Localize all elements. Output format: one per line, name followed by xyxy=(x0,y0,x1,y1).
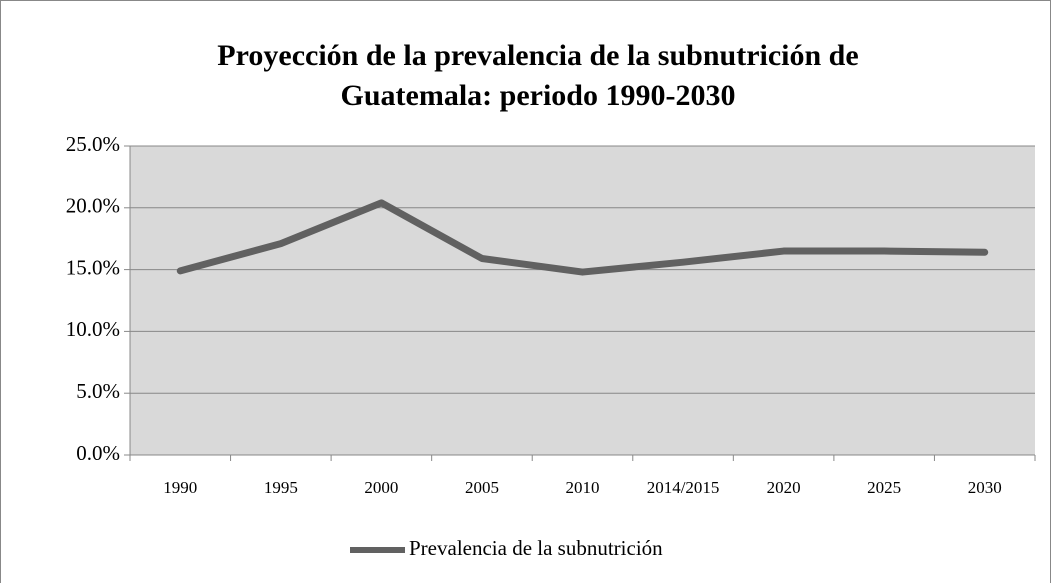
y-tick-label: 5.0% xyxy=(76,379,120,403)
y-tick-label: 10.0% xyxy=(66,317,120,341)
chart-title: Guatemala: periodo 1990-2030 xyxy=(341,79,736,112)
x-tick-label: 2010 xyxy=(566,478,600,497)
x-tick-label: 1995 xyxy=(264,478,298,497)
x-tick-label: 2005 xyxy=(465,478,499,497)
y-tick-label: 0.0% xyxy=(76,441,120,465)
x-tick-label: 2014/2015 xyxy=(647,478,720,497)
x-tick-label: 2030 xyxy=(968,478,1002,497)
y-tick-label: 25.0% xyxy=(66,132,120,156)
chart-title: Proyección de la prevalencia de la subnu… xyxy=(217,39,858,72)
y-tick-label: 20.0% xyxy=(66,194,120,218)
plot-area xyxy=(130,146,1035,455)
series-line xyxy=(176,199,989,276)
legend-label: Prevalencia de la subnutrición xyxy=(409,536,663,560)
x-tick-label: 2025 xyxy=(867,478,901,497)
y-tick-label: 15.0% xyxy=(66,255,120,279)
x-tick-label: 2000 xyxy=(364,478,398,497)
x-tick-label: 2020 xyxy=(767,478,801,497)
x-tick-label: 1990 xyxy=(163,478,197,497)
